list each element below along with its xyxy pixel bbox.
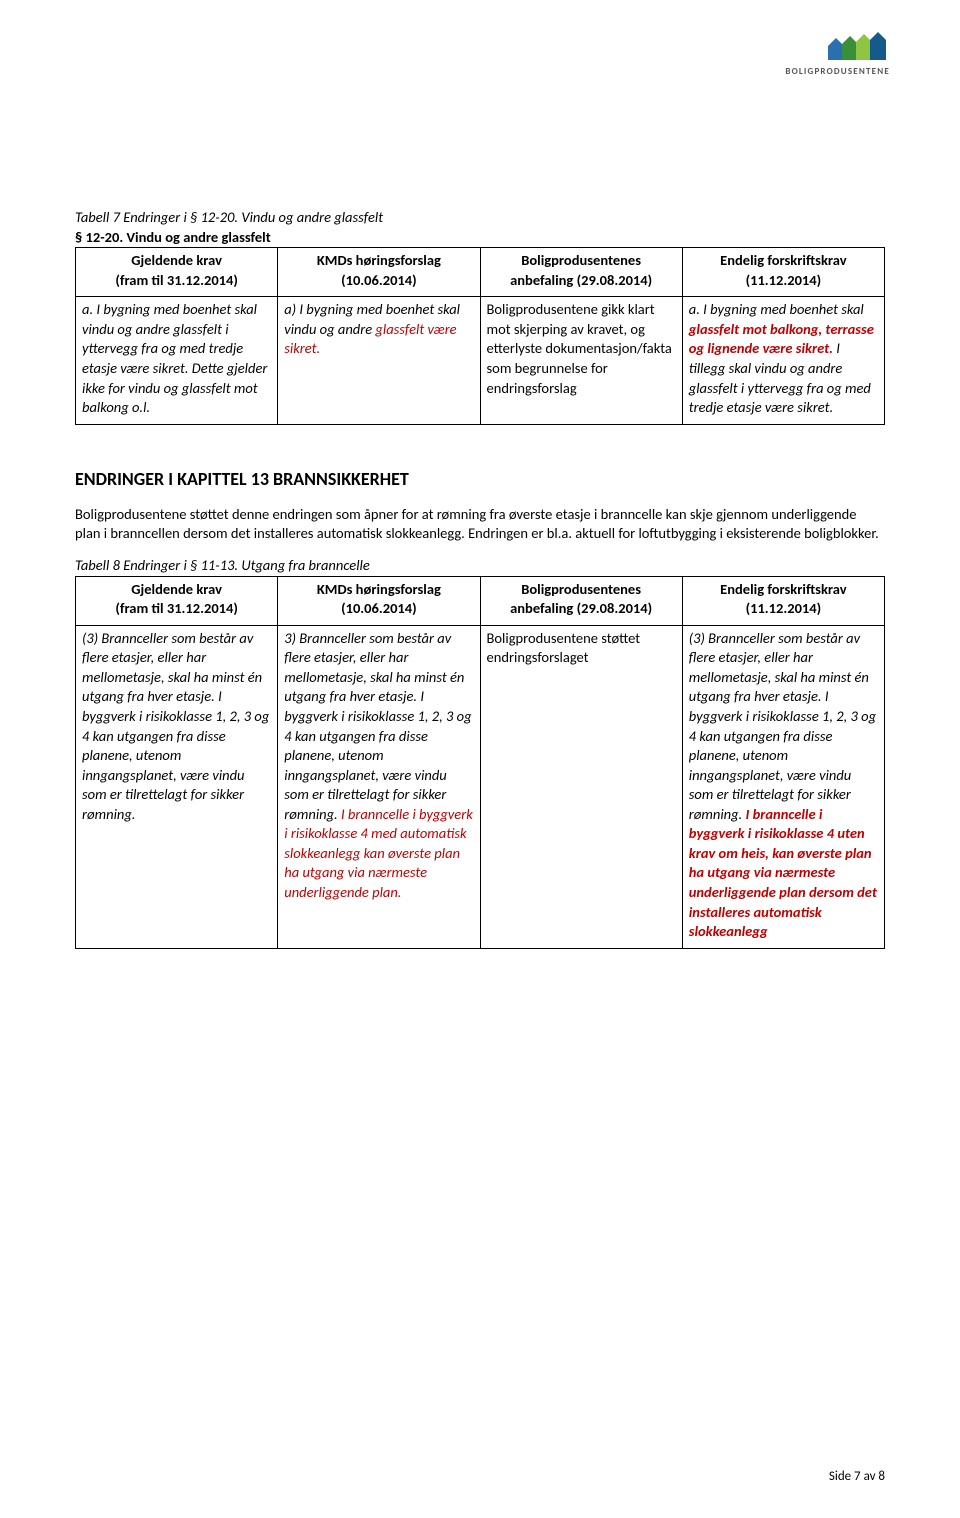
logo: BOLIGPRODUSENTENE [785,30,890,78]
cell-endelig: a. I bygning med boenhet skal glassfelt … [682,297,884,424]
th-endelig: Endelig forskriftskrav (11.12.2014) [682,576,884,625]
th-kmd: KMDs høringsforslag (10.06.2014) [278,248,480,297]
cell-red-text: glassfelt mot balkong, terrasse og ligne… [689,320,874,358]
th-boligprod: Boligprodusentenes anbefaling (29.08.201… [480,248,682,297]
table-header-row: Gjeldende krav (fram til 31.12.2014) KMD… [76,248,885,297]
th-endelig: Endelig forskriftskrav (11.12.2014) [682,248,884,297]
cell-text: 3) Brannceller som består av flere etasj… [284,629,471,823]
cell-boligprod: Boligprodusentene gikk klart mot skjerpi… [480,297,682,424]
th-text: KMDs høringsforslag [317,251,441,269]
th-gjeldende: Gjeldende krav (fram til 31.12.2014) [76,576,278,625]
cell-kmd: a) I bygning med boenhet skal vindu og a… [278,297,480,424]
table-row: (3) Brannceller som består av flere etas… [76,625,885,948]
th-text: anbefaling (29.08.2014) [510,271,652,289]
th-gjeldende: Gjeldende krav (fram til 31.12.2014) [76,248,278,297]
cell-text: (3) Brannceller som består av flere etas… [689,629,876,823]
cell-kmd: 3) Brannceller som består av flere etasj… [278,625,480,948]
cell-text: a. I bygning med boenhet skal [689,300,864,318]
cell-red-text: I branncelle i byggverk i risikoklasse 4… [689,805,877,940]
th-text: (fram til 31.12.2014) [115,599,238,617]
th-boligprod: Boligprodusentenes anbefaling (29.08.201… [480,576,682,625]
table7-subhead: § 12-20. Vindu og andre glassfelt [75,228,885,248]
th-kmd: KMDs høringsforslag (10.06.2014) [278,576,480,625]
logo-text: BOLIGPRODUSENTENE [785,66,890,78]
th-text: Boligprodusentenes [521,580,641,598]
th-text: (10.06.2014) [341,271,417,289]
cell-endelig: (3) Brannceller som består av flere etas… [682,625,884,948]
cell-boligprod: Boligprodusentene støttet endringsforsla… [480,625,682,948]
th-text: (11.12.2014) [746,599,822,617]
th-text: (10.06.2014) [341,599,417,617]
table-header-row: Gjeldende krav (fram til 31.12.2014) KMD… [76,576,885,625]
cell-gjeldende: a. I bygning med boenhet skal vindu og a… [76,297,278,424]
th-text: KMDs høringsforslag [317,580,441,598]
th-text: Endelig forskriftskrav [720,580,846,598]
th-text: Boligprodusentenes [521,251,641,269]
th-text: anbefaling (29.08.2014) [510,599,652,617]
th-text: Endelig forskriftskrav [720,251,846,269]
section-paragraph: Boligprodusentene støttet denne endringe… [75,505,885,544]
table8: Gjeldende krav (fram til 31.12.2014) KMD… [75,576,885,949]
table7-title: Tabell 7 Endringer i § 12-20. Vindu og a… [75,208,885,228]
house-logo-icon [826,30,890,64]
th-text: (11.12.2014) [746,271,822,289]
section-heading: ENDRINGER I KAPITTEL 13 BRANNSIKKERHET [75,467,885,491]
th-text: (fram til 31.12.2014) [115,271,238,289]
table7: Gjeldende krav (fram til 31.12.2014) KMD… [75,247,885,425]
table8-title: Tabell 8 Endringer i § 11-13. Utgang fra… [75,556,885,576]
th-text: Gjeldende krav [131,251,222,269]
cell-gjeldende: (3) Brannceller som består av flere etas… [76,625,278,948]
th-text: Gjeldende krav [131,580,222,598]
table-row: a. I bygning med boenhet skal vindu og a… [76,297,885,424]
page-footer: Side 7 av 8 [829,1468,885,1486]
